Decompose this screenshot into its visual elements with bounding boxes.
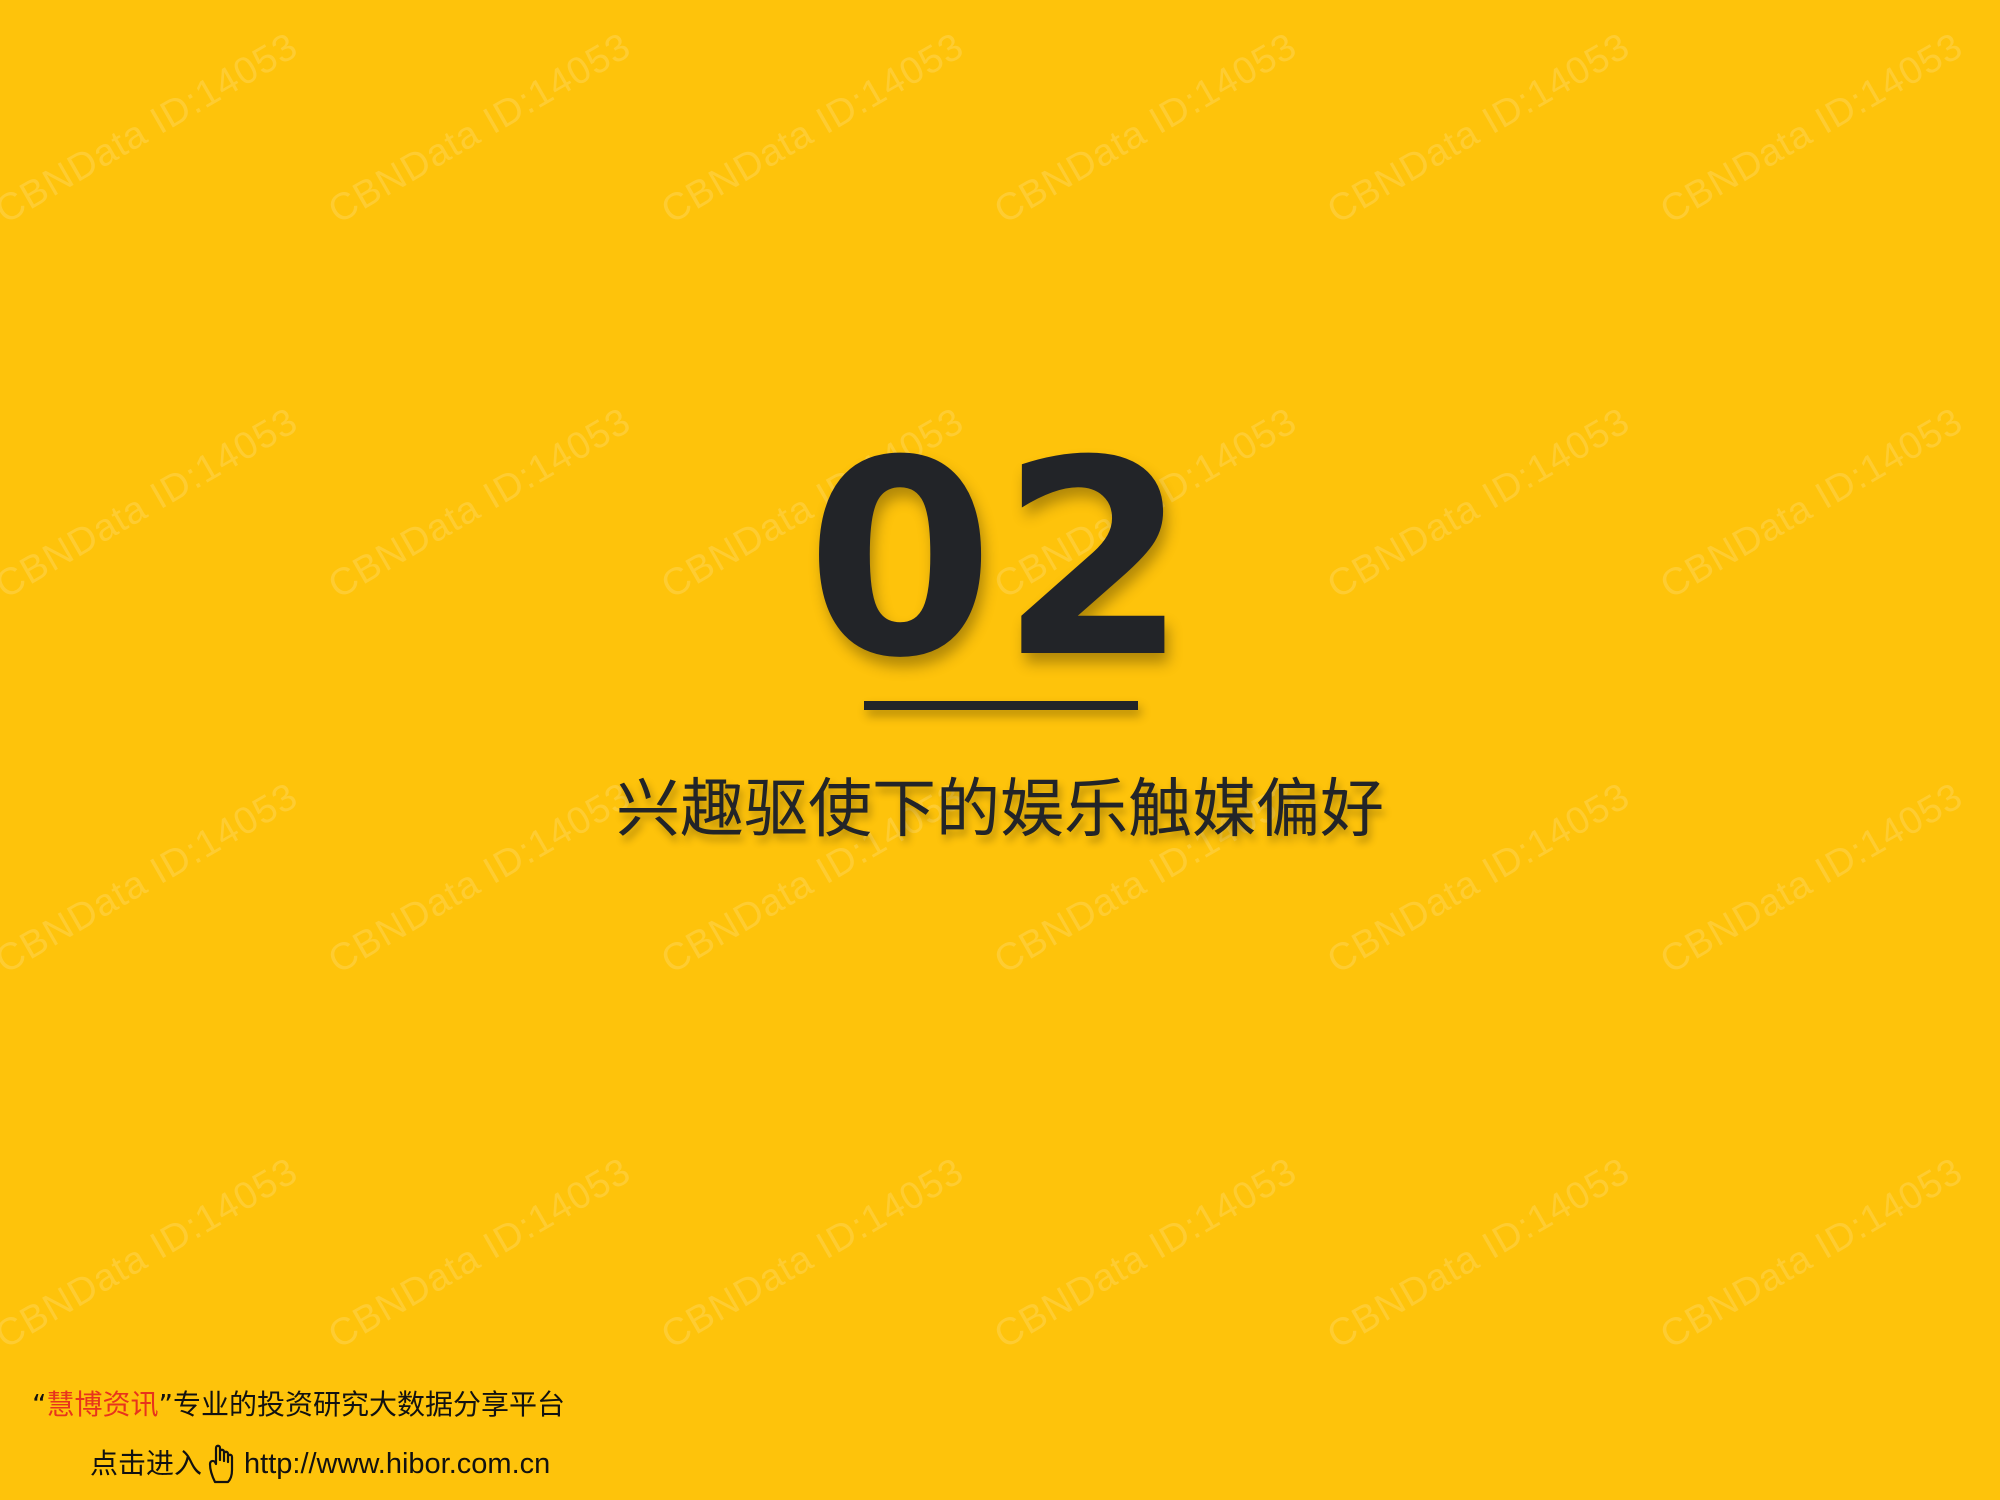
footer-tagline: “慧博资讯”专业的投资研究大数据分享平台 [32, 1385, 565, 1425]
pointing-hand-icon [206, 1442, 240, 1486]
watermark-text: CBNData ID:14053 [1653, 1150, 1971, 1358]
footer-brand: 慧博资讯 [46, 1388, 159, 1421]
watermark-text: CBNData ID:14053 [321, 25, 639, 233]
watermark-text: CBNData ID:14053 [654, 1150, 972, 1358]
watermark-text: CBNData ID:14053 [654, 25, 972, 233]
watermark-text: CBNData ID:14053 [0, 1150, 306, 1358]
watermark-text: CBNData ID:14053 [321, 1150, 639, 1358]
section-number: 02 [806, 402, 1194, 717]
footer-quote-open: “ [32, 1388, 47, 1421]
watermark-text: CBNData ID:14053 [1320, 1150, 1638, 1358]
watermark-text: CBNData ID:14053 [1320, 25, 1638, 233]
section-divider-line [864, 701, 1138, 710]
footer-url-link[interactable]: http://www.hibor.com.cn [244, 1448, 551, 1480]
section-title: 兴趣驱使下的娱乐触媒偏好 [616, 773, 1384, 847]
watermark-text: CBNData ID:14053 [987, 1150, 1305, 1358]
footer-link-row[interactable]: 点击进入 http://www.hibor.com.cn [90, 1442, 550, 1486]
watermark-text: CBNData ID:14053 [1653, 25, 1971, 233]
footer-quote-close: ” [158, 1388, 174, 1421]
footer-cta[interactable]: 点击进入 [90, 1447, 203, 1480]
watermark-text: CBNData ID:14053 [0, 25, 306, 233]
footer-tagline-text: 专业的投资研究大数据分享平台 [173, 1388, 566, 1421]
watermark-text: CBNData ID:14053 [987, 25, 1305, 233]
